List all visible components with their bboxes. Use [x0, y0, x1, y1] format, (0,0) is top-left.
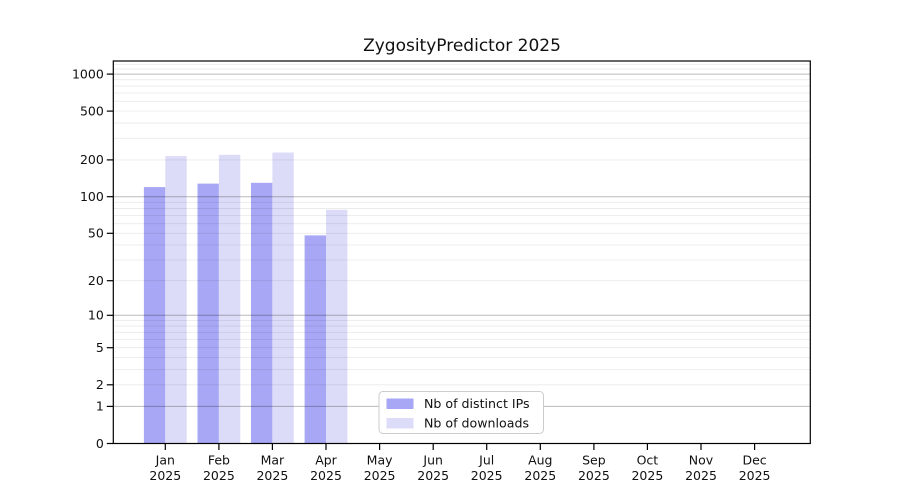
y-tick-label-0: 0	[96, 436, 104, 451]
plot-border	[112, 60, 811, 445]
x-tick-label-jun: Jun 2025	[417, 453, 449, 484]
y-tick-label-1: 1	[96, 399, 104, 414]
y-tick-label-50: 50	[88, 226, 104, 241]
y-tick-label-20: 20	[88, 273, 104, 288]
x-tick-label-sep: Sep 2025	[578, 453, 610, 484]
bar-nb-of-distinct-ips-mar	[251, 182, 273, 444]
x-tick-label-nov: Nov 2025	[685, 453, 717, 484]
y-tick-label-200: 200	[80, 152, 104, 167]
x-tick-label-jan: Jan 2025	[149, 453, 181, 484]
x-tick-label-aug: Aug 2025	[524, 453, 556, 484]
bar-nb-of-downloads-mar	[272, 152, 294, 444]
chart-title: ZygosityPredictor 2025	[363, 36, 561, 56]
legend-label-distinct-ips: Nb of distinct IPs	[424, 396, 530, 411]
y-tick-label-10: 10	[88, 308, 104, 323]
x-tick-label-feb: Feb 2025	[203, 453, 235, 484]
x-tick-label-jul: Jul 2025	[471, 453, 503, 484]
grid-layer	[113, 63, 811, 407]
x-tick-label-dec: Dec 2025	[739, 453, 771, 484]
y-tick-label-2: 2	[96, 377, 104, 392]
y-tick-label-5: 5	[96, 340, 104, 355]
bar-nb-of-downloads-jan	[165, 156, 187, 444]
x-tick-label-oct: Oct 2025	[631, 453, 663, 484]
bar-nb-of-distinct-ips-feb	[197, 183, 219, 444]
legend-label-downloads: Nb of downloads	[424, 416, 529, 431]
bar-nb-of-distinct-ips-jan	[143, 187, 166, 444]
bar-nb-of-downloads-apr	[326, 209, 348, 444]
x-tick-label-apr: Apr 2025	[310, 453, 342, 484]
legend-swatch-distinct-ips	[386, 398, 414, 409]
x-tick-label-may: May 2025	[364, 453, 396, 484]
legend-swatch-downloads	[386, 418, 414, 429]
axes-layer: 0 1 2 5 10 20 50 100 200 500 1000 Jan 2025 Feb 2025 Mar…	[72, 60, 811, 484]
legend-box	[378, 391, 544, 434]
y-tick-label-100: 100	[80, 189, 104, 204]
y-tick-label-500: 500	[80, 103, 104, 118]
y-tick-label-1000: 1000	[72, 66, 104, 81]
bars-layer	[143, 152, 348, 444]
bar-nb-of-downloads-feb	[218, 154, 241, 444]
bar-nb-of-distinct-ips-apr	[304, 235, 326, 444]
legend: Nb of distinct IPs Nb of downloads	[378, 391, 544, 434]
x-tick-label-mar: Mar 2025	[256, 453, 288, 484]
